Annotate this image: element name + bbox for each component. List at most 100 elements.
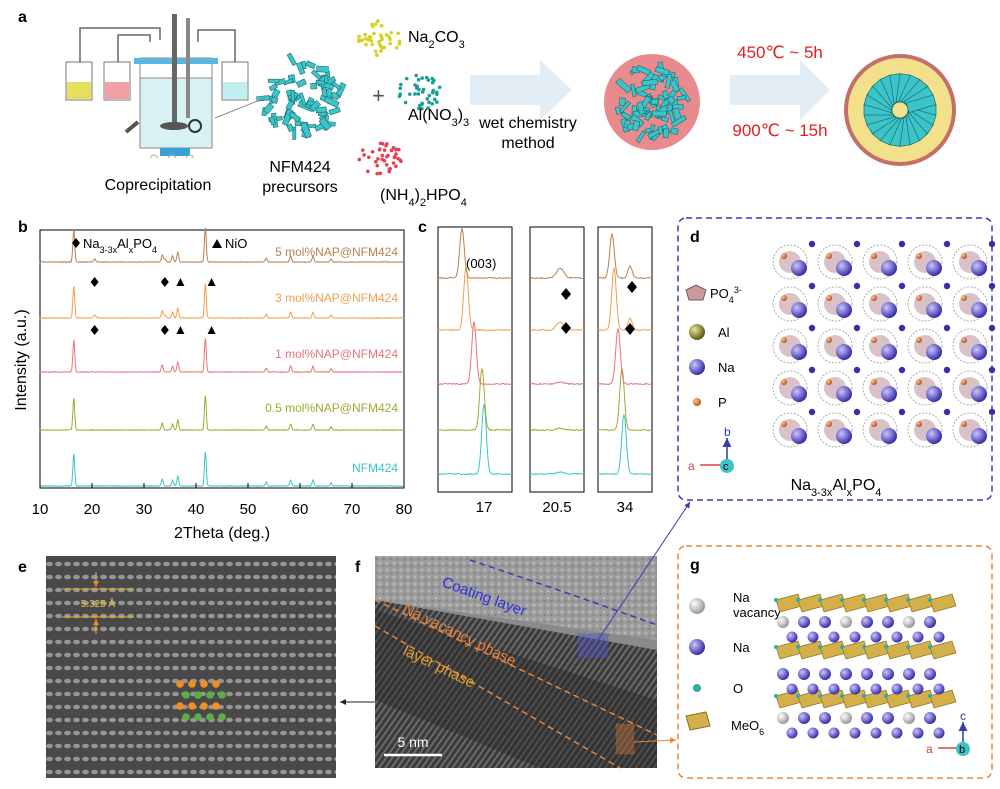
flake <box>661 89 670 100</box>
precursor-label-line2: precursors <box>262 179 338 196</box>
panel-g: g Na vacancy Na O MeO6 c a b <box>677 545 993 779</box>
vacancy-roi-box <box>615 723 635 755</box>
na-ion <box>933 631 945 643</box>
po4-tetrahedron-icon <box>685 284 707 301</box>
panel-d: d PO43- Al Na P b a c Na3-3xAlxPO4 <box>677 217 996 501</box>
na-atom <box>926 344 942 360</box>
na-atom <box>836 386 852 402</box>
flake <box>641 78 658 87</box>
xrd-series-labels: NFM424 0.5 mol%NAP@NFM424 1 mol%NAP@NFM424… <box>265 245 398 475</box>
flake <box>315 79 326 86</box>
xrd-x-axis-label: 2Theta (deg.) <box>174 525 270 542</box>
na-ion <box>870 683 882 695</box>
panel-letter-f: f <box>355 559 361 576</box>
legend-triangle-icon <box>212 239 222 248</box>
wet-chemistry-line2: method <box>501 135 554 152</box>
zoom-series-line <box>597 367 653 432</box>
na-vacancy <box>840 712 852 724</box>
na2co3-particles-icon <box>356 19 402 58</box>
zoom-series-line <box>529 381 585 386</box>
na-ion <box>786 631 798 643</box>
crystal-formula: Na3-3xAlxPO4 <box>791 477 882 499</box>
phosphate-marker <box>90 325 99 335</box>
flake <box>267 78 280 83</box>
atomic-overlay <box>176 680 226 721</box>
legend-na-vacancy-1: Na <box>733 590 750 605</box>
flake <box>666 95 676 105</box>
na-atom <box>881 428 897 444</box>
flake <box>286 52 297 66</box>
na-ion <box>861 616 873 628</box>
xrd-x-tick-label: 30 <box>136 501 153 518</box>
calcination-step1: 450℃ ~ 5h <box>737 43 823 62</box>
flake <box>315 106 327 114</box>
arrow-f-to-g <box>633 737 677 744</box>
xrd-series-label: NFM424 <box>352 461 398 475</box>
zoom-series-line <box>437 368 513 432</box>
zoom-series-line <box>597 414 653 476</box>
na-ion <box>798 668 810 680</box>
svg-text:b: b <box>959 744 965 756</box>
na-vacancy-icon <box>689 598 705 614</box>
xrd-phase-markers <box>90 277 216 335</box>
na-ion <box>828 727 840 739</box>
layered-structure <box>774 593 957 739</box>
legend-phosphate: Na3-3xAlxPO4 <box>83 236 157 255</box>
flake <box>310 69 322 81</box>
overlay-atom <box>206 713 214 721</box>
phosphate-particles-icon <box>357 141 403 176</box>
legend-nio: NiO <box>225 236 247 251</box>
flake <box>905 94 937 113</box>
zoom-tick-label: 17 <box>476 499 493 516</box>
overlay-atom <box>182 713 190 721</box>
flake <box>305 60 316 70</box>
meo6-octahedron <box>775 640 803 660</box>
coated-sphere-icon <box>604 54 700 150</box>
na-ion <box>849 727 861 739</box>
phosphate-marker <box>160 277 169 287</box>
precursor-label-line1: NFM424 <box>269 159 330 176</box>
spacing-label: 5.325 Å <box>81 597 116 610</box>
na-ion <box>840 668 852 680</box>
reagent-nh4-hpo4: (NH4)2HPO4 <box>380 187 467 209</box>
phosphate-marker <box>160 325 169 335</box>
xrd-series-label: 3 mol%NAP@NFM424 <box>275 291 398 305</box>
panel-letter-d: d <box>690 229 700 246</box>
zoom-frame-2 <box>529 226 585 493</box>
na-ion <box>891 683 903 695</box>
flake <box>295 78 307 88</box>
xrd-plot-frame <box>39 229 405 489</box>
flake <box>636 64 652 76</box>
flake <box>635 130 647 144</box>
nio-marker <box>207 278 216 286</box>
na-atom <box>971 386 987 402</box>
zoom-frame-3 <box>597 226 653 493</box>
na-atom <box>971 302 987 318</box>
na-ion <box>891 631 903 643</box>
flake <box>323 75 329 83</box>
xrd-x-tick-label: 50 <box>240 501 257 518</box>
peak-003-label: (003) <box>466 256 496 271</box>
flake <box>331 81 342 91</box>
flake <box>323 95 340 108</box>
flake <box>316 65 329 73</box>
flake <box>651 110 667 117</box>
meo6-octahedron <box>775 593 803 613</box>
flake <box>318 117 332 131</box>
flake <box>310 83 318 90</box>
calcination-arrow-icon <box>730 60 830 120</box>
legend-na-ion: Na <box>733 640 750 655</box>
panel-letter-b: b <box>18 219 28 236</box>
meo6-octahedron <box>907 640 935 660</box>
xrd-x-ticks: 10 20 30 40 50 60 70 80 <box>32 483 412 518</box>
zoom-series-line <box>437 266 513 332</box>
xrd-x-tick-label: 20 <box>84 501 101 518</box>
xrd-y-axis-label: Intensity (a.u.) <box>13 309 30 410</box>
na-atom <box>836 344 852 360</box>
na-atom <box>836 302 852 318</box>
overlay-atom <box>176 702 184 710</box>
na-atom <box>881 302 897 318</box>
xrd-x-tick-label: 60 <box>292 501 309 518</box>
zoom-tick-label: 34 <box>617 499 634 516</box>
zoom-frame-1 <box>437 226 513 493</box>
